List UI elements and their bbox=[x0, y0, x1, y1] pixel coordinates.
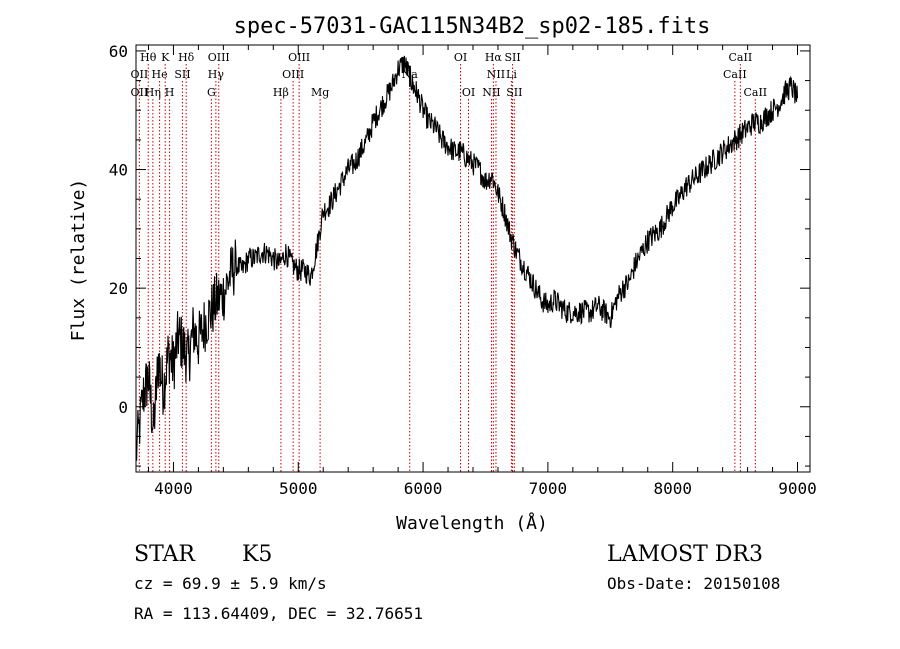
y-tick-label: 60 bbox=[109, 42, 128, 61]
line-marker-label: G bbox=[207, 86, 216, 99]
line-marker-label: Hα bbox=[485, 51, 503, 64]
line-marker-label: He bbox=[152, 68, 168, 81]
chart-title: spec-57031-GAC115N34B2_sp02-185.fits bbox=[234, 14, 711, 39]
line-marker-label: Hη bbox=[145, 86, 161, 99]
x-tick-label: 4000 bbox=[154, 479, 193, 498]
line-marker-label: H bbox=[165, 86, 175, 99]
line-marker-label: Hθ bbox=[140, 51, 157, 64]
coords-text: RA = 113.64409, DEC = 32.76651 bbox=[134, 604, 423, 623]
cz-text: cz = 69.9 ± 5.9 km/s bbox=[134, 574, 327, 593]
y-axis-ticks: 0 20 40 60 bbox=[109, 42, 810, 467]
line-marker-label: Hγ bbox=[208, 68, 225, 81]
line-marker-label: SII bbox=[506, 86, 522, 99]
x-axis-ticks: 4000 5000 6000 7000 8000 9000 bbox=[147, 45, 817, 498]
x-tick-label: 8000 bbox=[653, 479, 692, 498]
line-marker-label: K bbox=[161, 51, 170, 64]
y-tick-label: 20 bbox=[109, 279, 128, 298]
x-axis-label: Wavelength (Å) bbox=[396, 512, 548, 534]
line-marker-label: Hβ bbox=[273, 86, 289, 99]
x-tick-label: 7000 bbox=[529, 479, 568, 498]
x-tick-label: 5000 bbox=[279, 479, 318, 498]
y-axis-label: Flux (relative) bbox=[68, 179, 89, 342]
line-marker-label: OI bbox=[454, 51, 467, 64]
line-marker-label: OIII bbox=[288, 51, 310, 64]
x-tick-label: 9000 bbox=[778, 479, 817, 498]
line-marker-label: OIII bbox=[282, 68, 304, 81]
line-marker-label: OI bbox=[462, 86, 475, 99]
line-marker-label: CaII bbox=[729, 51, 753, 64]
line-marker-label: OII bbox=[131, 86, 149, 99]
survey-label: LAMOST DR3 bbox=[607, 542, 763, 567]
obs-date-text: Obs-Date: 20150108 bbox=[607, 574, 780, 593]
line-marker-label: OIII bbox=[208, 51, 230, 64]
line-marker-label: Hδ bbox=[178, 51, 195, 64]
line-marker-label: SII bbox=[504, 51, 520, 64]
line-marker-label: CaII bbox=[723, 68, 747, 81]
y-tick-label: 0 bbox=[118, 398, 128, 417]
line-marker-label: SII bbox=[174, 68, 190, 81]
y-tick-label: 40 bbox=[109, 161, 128, 180]
class-label: STAR bbox=[134, 542, 196, 567]
line-marker-label: CaII bbox=[743, 86, 767, 99]
line-marker-label: NII bbox=[487, 68, 505, 81]
plot-area bbox=[136, 55, 799, 461]
subclass-label: K5 bbox=[242, 542, 272, 567]
spectrum-line bbox=[136, 55, 799, 461]
line-marker-label: Li bbox=[506, 68, 517, 81]
x-tick-label: 6000 bbox=[404, 479, 443, 498]
plot-frame bbox=[135, 44, 811, 473]
line-marker-label: OII bbox=[131, 68, 149, 81]
line-marker-label: NII bbox=[482, 86, 500, 99]
line-marker-label: Mg bbox=[311, 86, 329, 99]
